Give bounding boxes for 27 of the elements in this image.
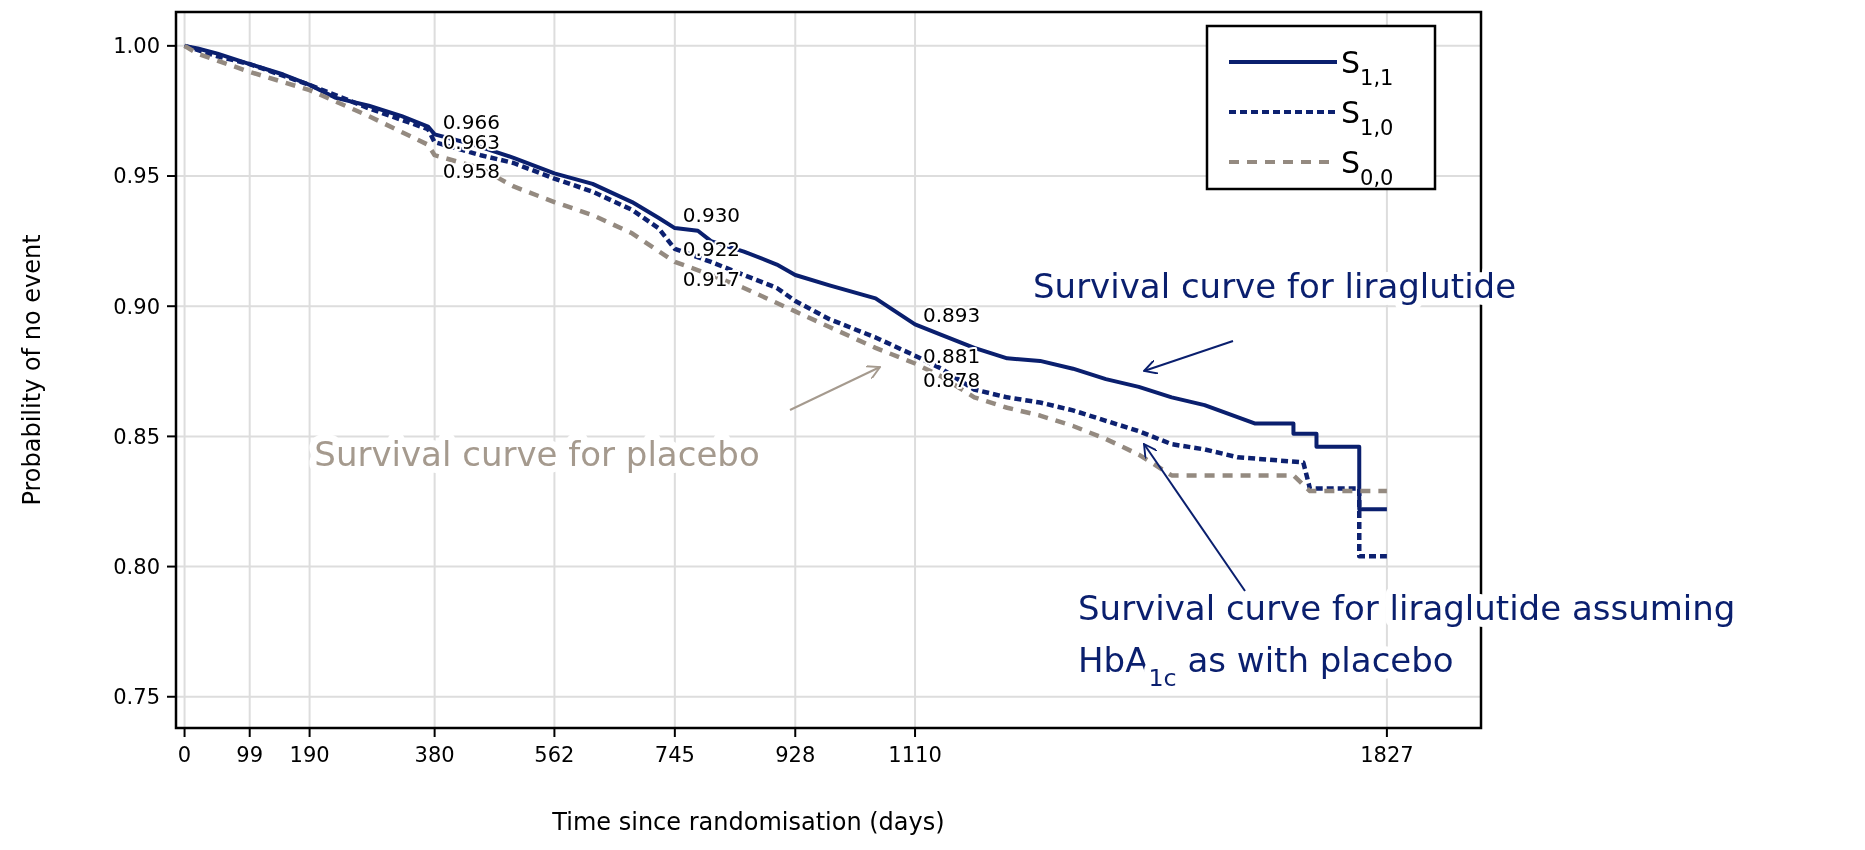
annotation: 0.966 [442, 110, 500, 135]
x-tick-label: 0 [177, 743, 192, 767]
legend-label: S$_{1,1}$ [1341, 44, 1394, 90]
x-tick-label: 928 [775, 743, 816, 767]
annotation: Survival curve for placebo [314, 434, 760, 474]
y-axis-title: Probability of no event [18, 234, 46, 506]
y-tick-label: 0.80 [113, 554, 160, 579]
x-tick-label: 745 [654, 743, 695, 767]
y-tick-label: 0.75 [113, 685, 160, 710]
legend-label: S$_{0,0}$ [1341, 144, 1394, 190]
annotation: 0.917 [682, 266, 741, 291]
annotation: 0.958 [442, 159, 500, 184]
y-tick-label: 0.90 [113, 294, 160, 319]
annotation: 0.893 [923, 303, 981, 328]
x-tick-label: 1110 [888, 743, 942, 767]
legend-label: S$_{1,0}$ [1341, 94, 1394, 140]
y-tick-label: 1.00 [113, 34, 160, 59]
annotation: 0.881 [923, 343, 981, 368]
x-axis-title: Time since randomisation (days) [551, 808, 945, 836]
x-tick-label: 190 [289, 743, 330, 767]
x-tick-label: 1827 [1360, 743, 1414, 767]
y-tick-label: 0.95 [113, 164, 160, 189]
annotation: 0.930 [682, 203, 741, 228]
x-tick-label: 562 [534, 743, 575, 767]
y-tick-label: 0.85 [113, 424, 160, 449]
x-tick-label: 380 [414, 743, 455, 767]
x-tick-label: 99 [236, 743, 264, 767]
